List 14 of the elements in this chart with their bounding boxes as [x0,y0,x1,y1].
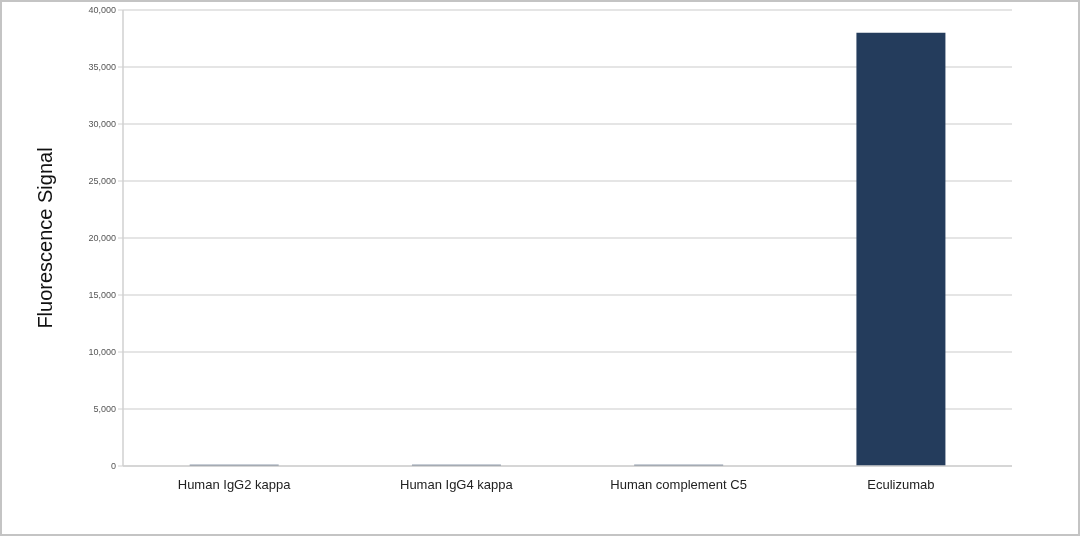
x-tick-label: Human IgG2 kappa [177,477,292,493]
y-tick-label: 20,000 [88,233,116,244]
y-tick-label: 25,000 [88,176,116,187]
y-tick-label: 35,000 [88,62,116,73]
y-tick-label: 10,000 [88,347,116,358]
y-tick-label: 15,000 [88,290,116,301]
y-tick-label: 5,000 [93,404,116,415]
y-axis-title: Fluorescence Signal [34,147,56,329]
y-tick-label: 40,000 [88,5,116,16]
y-tick-label: 30,000 [88,119,116,130]
x-tick-label: Human IgG4 kappa [400,477,514,493]
x-tick-label: Human complement C5 [610,477,747,493]
x-tick-label: Eculizumab [867,477,935,493]
y-tick-label: 0 [110,461,116,472]
